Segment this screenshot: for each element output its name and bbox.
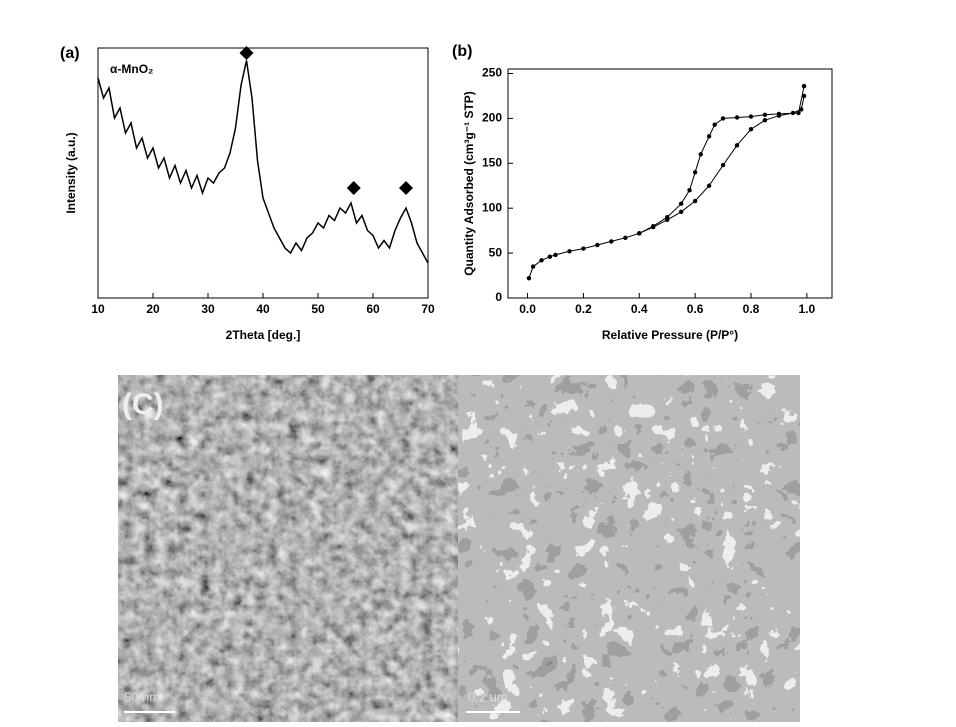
data-point [567,249,572,254]
data-point [595,242,600,248]
y-tick-label: 150 [482,155,502,169]
data-point [720,162,726,168]
x-tick-label: 10 [91,302,105,316]
tem-image-right [458,375,800,722]
data-point [748,126,754,132]
data-point [762,117,768,123]
x-tick-label: 1.0 [799,302,816,316]
data-point [712,122,717,127]
data-point [762,112,768,118]
data-point [720,116,726,121]
data-point [651,223,656,229]
data-point [581,246,586,251]
x-axis-label: Relative Pressure (P/P°) [602,328,738,342]
data-point [530,264,536,269]
data-point [796,110,801,116]
y-axis-label: Quantity Adsorbed (cm³g⁻¹ STP) [462,91,476,276]
peak-marker [346,181,361,195]
y-axis-label: Intensity (a.u.) [64,132,78,213]
annotation: α-MnO₂ [110,62,153,76]
data-point [692,170,698,175]
x-axis-label: 2Theta [deg.] [226,328,301,342]
data-point [678,209,684,214]
scale-bar-label: 50 nm [124,689,160,704]
x-tick-label: 60 [366,302,380,316]
x-tick-label: 0.8 [743,302,760,316]
x-tick-label: 40 [256,302,270,316]
data-point [734,115,740,120]
data-point [637,231,642,236]
x-tick-label: 70 [421,302,435,316]
plot-frame [507,68,833,299]
data-point [665,214,670,220]
panel-label: (b) [452,43,472,60]
x-tick-label: 50 [311,302,325,316]
data-line [639,85,805,234]
scale-bar-label: 0.2 um [468,689,508,704]
tem-image-left [118,375,458,722]
y-tick-label: 0 [495,290,502,304]
y-tick-label: 100 [482,200,502,214]
data-point [553,252,558,258]
data-point [678,201,684,206]
data-point [706,134,712,139]
data-point [706,183,712,188]
panel-label: (a) [60,45,80,62]
y-tick-label: 250 [482,66,502,80]
image-panel-label: (C) [122,388,164,421]
data-point [748,114,754,119]
y-tick-label: 50 [489,245,503,259]
x-tick-label: 0.2 [575,302,592,316]
data-point [801,83,807,89]
data-point [698,152,703,157]
y-tick-label: 200 [482,111,502,125]
x-tick-label: 0.4 [631,302,648,316]
data-point [799,107,804,112]
data-point [526,276,532,281]
x-tick-label: 0.6 [687,302,704,316]
plot-frame [97,47,429,299]
data-point [692,198,698,204]
data-line [97,60,429,264]
data-point [623,235,628,241]
data-point [547,254,553,259]
x-tick-label: 20 [146,302,160,316]
data-point [734,143,740,148]
data-point [776,111,782,117]
data-point [801,93,807,99]
peak-marker [239,46,254,60]
data-point [609,239,614,244]
data-point [539,258,544,263]
peak-marker [399,181,413,195]
x-tick-label: 0.0 [519,302,536,316]
x-tick-label: 30 [201,302,215,316]
data-point [687,188,692,193]
